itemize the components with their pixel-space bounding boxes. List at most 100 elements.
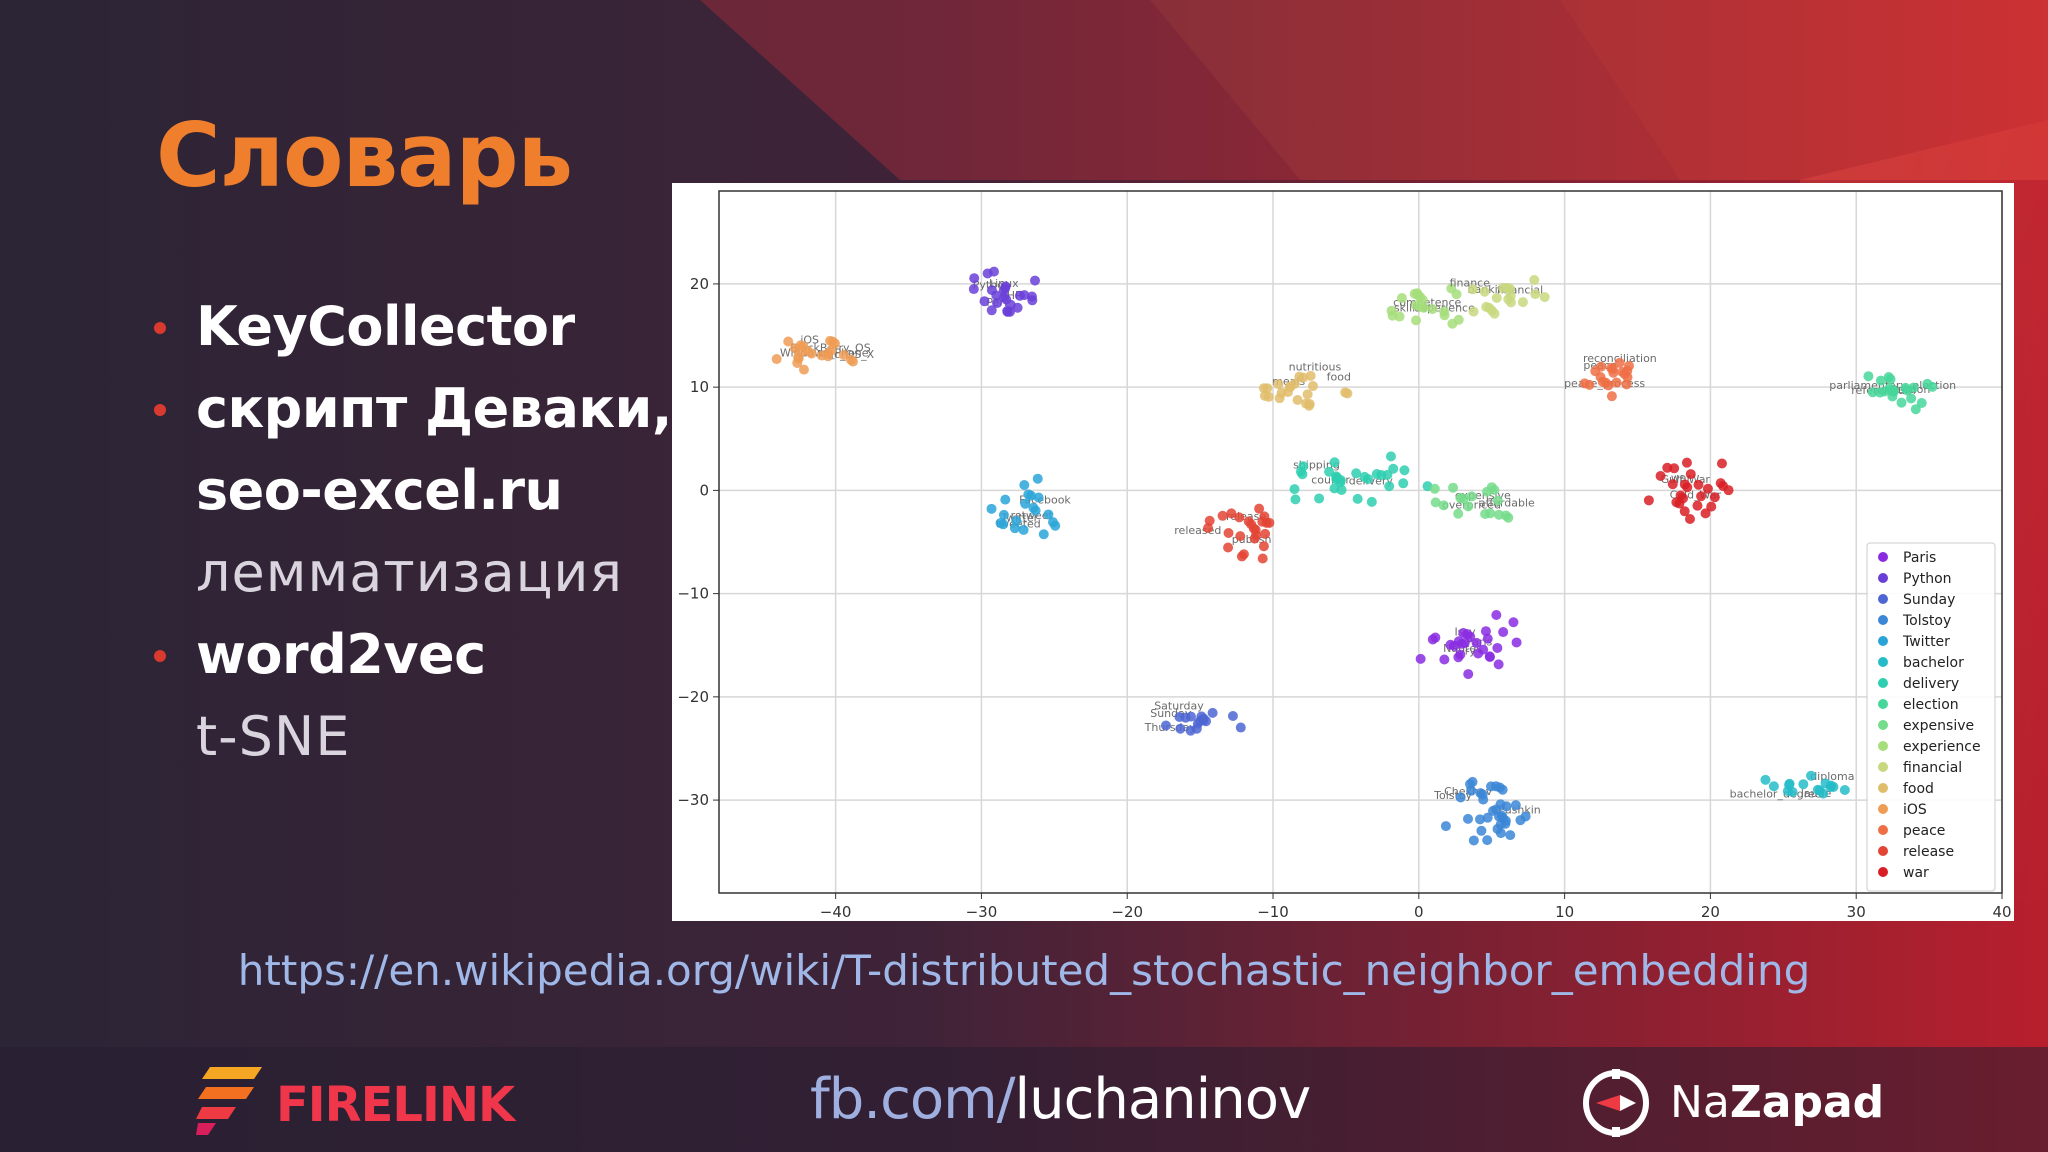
data-point	[1590, 366, 1601, 377]
data-point	[1175, 723, 1186, 734]
data-point	[1448, 482, 1459, 493]
data-point	[1430, 632, 1441, 643]
bullet-text: скрипт Деваки,	[196, 377, 672, 440]
bullet-continuation: лемматизация	[160, 532, 680, 614]
data-point	[1363, 474, 1374, 485]
wikipedia-link[interactable]: https://en.wikipedia.org/wiki/T-distribu…	[237, 946, 1811, 995]
data-point	[1019, 479, 1030, 490]
data-point	[1700, 508, 1711, 519]
data-point	[1304, 400, 1315, 411]
data-point	[1290, 494, 1301, 505]
data-point	[1467, 776, 1478, 787]
legend-entry: expensive	[1903, 718, 1974, 734]
bullet-text: KeyCollector	[196, 295, 575, 358]
nazapad-brand-na: Na	[1670, 1077, 1730, 1128]
point-label: diploma	[1810, 770, 1854, 783]
data-point	[1257, 553, 1268, 564]
data-point	[1307, 381, 1318, 392]
data-point	[1438, 500, 1449, 511]
data-point	[783, 336, 794, 347]
legend-marker	[1878, 636, 1888, 646]
data-point	[992, 298, 1003, 309]
data-point	[1429, 483, 1440, 494]
x-tick-label: −20	[1111, 903, 1143, 921]
data-point	[1706, 501, 1717, 512]
data-point	[1254, 503, 1265, 514]
legend-entry: bachelor	[1903, 655, 1964, 671]
facebook-handle[interactable]: fb.com/luchaninov	[810, 1067, 1312, 1132]
data-point	[1693, 479, 1704, 490]
y-tick-label: −10	[677, 585, 709, 603]
data-point	[1043, 509, 1054, 520]
x-tick-label: 40	[1992, 903, 2011, 921]
data-point	[1611, 377, 1622, 388]
data-point	[1492, 823, 1503, 834]
data-point	[1455, 492, 1466, 503]
data-point	[1235, 531, 1246, 542]
bullet-text: seo-excel.ru	[196, 459, 563, 522]
data-point	[1839, 784, 1850, 795]
legend-marker	[1878, 846, 1888, 856]
bullet-subtext: t-SNE	[196, 705, 351, 768]
data-point	[1493, 509, 1504, 520]
data-point	[1606, 391, 1617, 402]
data-point	[991, 290, 1002, 301]
data-point	[1446, 283, 1457, 294]
nazapad-brand-zapad: Zapad	[1729, 1077, 1885, 1128]
data-point	[998, 509, 1009, 520]
firelink-brand: FIRELINK	[276, 1077, 515, 1133]
data-point	[988, 266, 999, 277]
data-point	[986, 305, 997, 316]
data-point	[1027, 295, 1038, 306]
data-point	[1692, 500, 1703, 511]
legend-entry: peace	[1903, 823, 1945, 839]
point-label: nutritious	[1289, 360, 1342, 373]
firelink-logo-icon	[196, 1067, 262, 1135]
data-point	[1684, 514, 1695, 525]
data-point	[1896, 397, 1907, 408]
data-point	[1501, 801, 1512, 812]
data-point	[1466, 491, 1477, 502]
data-point	[1463, 813, 1474, 824]
legend-box	[1866, 542, 1996, 892]
data-point	[1492, 642, 1503, 653]
data-point	[1510, 800, 1521, 811]
data-point	[1478, 794, 1489, 805]
data-point	[1235, 722, 1246, 733]
data-point	[1415, 301, 1426, 312]
bullet-subtext: лемматизация	[196, 541, 623, 604]
data-point	[1204, 515, 1215, 526]
data-point	[1226, 508, 1237, 519]
data-point	[1597, 376, 1608, 387]
data-point	[1685, 469, 1696, 480]
facebook-username: luchaninov	[1014, 1067, 1312, 1132]
data-point	[1415, 291, 1426, 302]
data-point	[1385, 451, 1396, 462]
legend-marker	[1878, 783, 1888, 793]
data-point	[1682, 482, 1693, 493]
data-point	[1453, 314, 1464, 325]
data-point	[986, 503, 997, 514]
data-point	[1875, 375, 1886, 386]
data-point	[1305, 370, 1316, 381]
data-point	[1482, 835, 1493, 846]
data-point	[1529, 274, 1540, 285]
data-point	[1463, 669, 1474, 680]
nazapad-logo-icon	[1583, 1069, 1649, 1137]
data-point	[1198, 715, 1209, 726]
data-point	[1246, 519, 1257, 530]
data-point	[806, 348, 817, 359]
legend-entry: experience	[1903, 739, 1981, 755]
data-point	[1352, 493, 1363, 504]
data-point	[1517, 297, 1528, 308]
x-tick-label: 10	[1555, 903, 1574, 921]
bullet-continuation: seo-excel.ru	[160, 450, 680, 532]
y-tick-label: 10	[690, 378, 709, 396]
data-point	[1723, 485, 1734, 496]
data-point	[1491, 292, 1502, 303]
data-point	[1502, 282, 1513, 293]
data-point	[1806, 770, 1817, 781]
data-point	[1331, 474, 1342, 485]
legend-marker	[1878, 699, 1888, 709]
data-point	[1342, 388, 1353, 399]
